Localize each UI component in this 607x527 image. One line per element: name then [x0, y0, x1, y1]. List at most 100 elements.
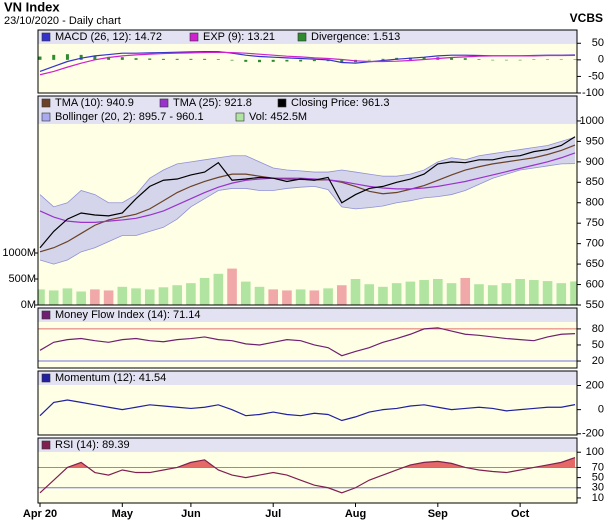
- bar: [65, 54, 69, 60]
- y2-tick-label: 1000M: [2, 247, 36, 259]
- bar: [504, 59, 508, 61]
- bar: [186, 283, 196, 305]
- legend-swatch: [41, 32, 51, 42]
- bar: [336, 285, 347, 305]
- legend-swatch: [189, 32, 199, 42]
- bar: [559, 59, 563, 61]
- panel-border: [37, 370, 578, 436]
- y-tick-label: 750: [586, 217, 604, 229]
- legend-label: TMA (25): 921.8: [173, 97, 252, 109]
- y2-tick-label: 0M: [21, 299, 36, 311]
- bar: [244, 59, 248, 62]
- bar: [144, 289, 155, 305]
- bar: [268, 289, 279, 305]
- bar: [350, 278, 361, 305]
- x-tick-label: Apr 20: [23, 508, 57, 520]
- x-tick-label: May: [112, 508, 134, 520]
- series-line: [39, 51, 576, 76]
- bollinger-upper: [39, 136, 576, 208]
- series-line: [39, 327, 576, 357]
- bar: [213, 273, 224, 305]
- legend-band: [38, 308, 577, 322]
- y-tick-label: 100: [586, 446, 604, 458]
- brand: VCBS: [570, 11, 603, 25]
- series-line: [39, 152, 576, 223]
- bar: [131, 288, 141, 305]
- bar: [460, 277, 471, 305]
- legend-label: Money Flow Index (14): 71.14: [55, 309, 201, 321]
- plot-area: [38, 457, 577, 494]
- bar: [340, 59, 344, 63]
- bar: [120, 57, 124, 60]
- y-tick-label: 600: [586, 278, 604, 290]
- bollinger-band: [40, 137, 575, 265]
- panel-border: [37, 95, 578, 306]
- legend-label: Momentum (12): 41.54: [55, 372, 166, 384]
- legend-label: Vol: 452.5M: [249, 111, 307, 123]
- bar: [254, 286, 265, 305]
- legend-label: Closing Price: 961.3: [291, 97, 389, 109]
- bar: [161, 58, 165, 60]
- bar: [546, 59, 550, 61]
- legend-swatch: [235, 112, 245, 122]
- y-tick-label: 0: [598, 404, 604, 416]
- bar: [542, 281, 553, 305]
- legend-band: [38, 96, 577, 124]
- panel-border: [37, 437, 578, 504]
- bar: [227, 268, 237, 305]
- y-tick-label: 50: [592, 37, 604, 49]
- bar: [103, 290, 114, 305]
- bar: [326, 59, 330, 62]
- bar: [282, 290, 292, 305]
- bar: [38, 56, 42, 60]
- panel-background: [38, 96, 577, 305]
- y2-tick-label: 500M: [8, 273, 36, 285]
- bar: [556, 283, 567, 305]
- legend-label: MACD (26, 12): 14.72: [55, 31, 162, 43]
- y-tick-label: 850: [586, 176, 604, 188]
- bar: [285, 59, 289, 62]
- panel-border: [37, 29, 578, 94]
- bar: [446, 283, 457, 305]
- y-tick-label: 70: [592, 461, 604, 473]
- bar: [203, 58, 207, 60]
- bar: [158, 287, 169, 305]
- bar: [312, 59, 316, 62]
- legend-swatch: [41, 112, 51, 122]
- bar: [240, 281, 251, 305]
- legend-swatch: [159, 98, 169, 108]
- x-tick-label: Oct: [511, 508, 530, 520]
- y-tick-label: 20: [592, 355, 604, 367]
- bar: [107, 56, 111, 60]
- plot-area: [39, 399, 576, 422]
- bar: [422, 57, 426, 60]
- bar: [450, 57, 454, 60]
- y-tick-label: 80: [592, 323, 604, 335]
- legend-label: RSI (14): 89.39: [55, 439, 130, 451]
- bar: [134, 58, 138, 60]
- y-tick-label: 650: [586, 258, 604, 270]
- legend-swatch: [297, 32, 307, 42]
- legend-swatch: [41, 373, 51, 383]
- y-tick-label: -50: [588, 70, 604, 82]
- bar: [532, 59, 536, 61]
- bar: [38, 289, 45, 305]
- legend-label: Bollinger (20, 2): 895.7 - 960.1: [55, 111, 204, 123]
- bar: [487, 285, 498, 305]
- bar: [463, 58, 467, 60]
- bar: [419, 280, 429, 305]
- plot-area: [38, 136, 577, 305]
- bar: [570, 281, 577, 305]
- bar: [230, 59, 234, 61]
- y-tick-label: 550: [586, 299, 604, 311]
- y-tick-label: 0: [598, 54, 604, 66]
- legend-band: [38, 438, 577, 452]
- bar: [172, 285, 182, 305]
- legend-swatch: [41, 98, 51, 108]
- x-tick-label: Jun: [181, 508, 201, 520]
- chart-subtitle: 23/10/2020 - Daily chart: [4, 15, 121, 27]
- bar: [529, 280, 539, 305]
- bar: [367, 59, 371, 61]
